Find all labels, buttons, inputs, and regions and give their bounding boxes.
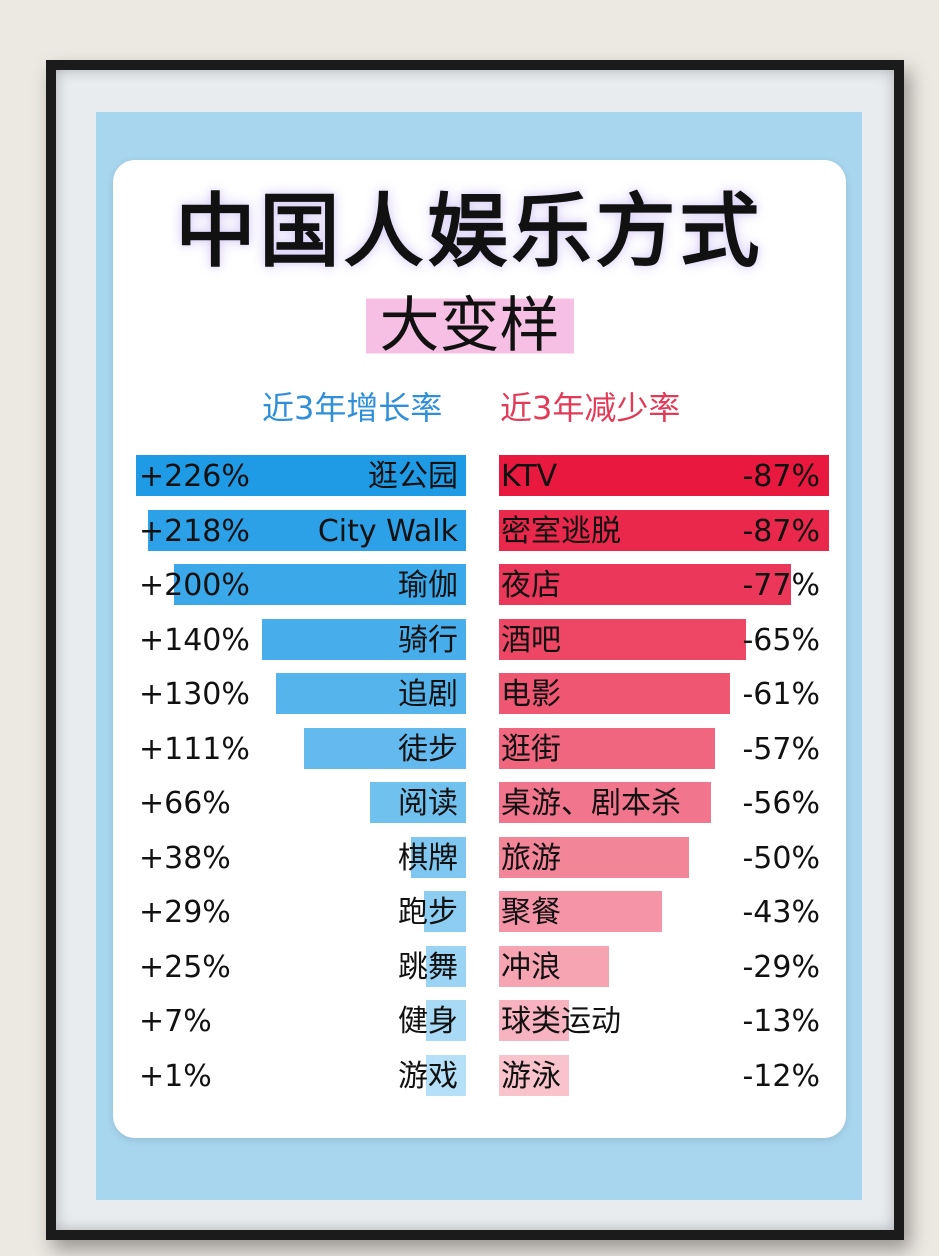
growth-label: 跳舞 — [398, 949, 458, 985]
growth-label: 追剧 — [398, 677, 458, 712]
growth-value: +226% — [139, 459, 250, 494]
growth-bar — [173, 564, 466, 605]
decline-label: 逛街 — [501, 731, 561, 767]
growth-label: 徒步 — [398, 731, 458, 767]
decline-label: 桌游、剧本杀 — [501, 786, 681, 821]
growth-label: 骑行 — [398, 622, 458, 658]
decline-bar — [499, 1054, 569, 1096]
decline-value: -77% — [742, 568, 820, 603]
decline-bar — [499, 891, 663, 932]
growth-bar — [303, 727, 466, 769]
growth-value: +38% — [139, 840, 231, 876]
decline-value: -65% — [742, 622, 820, 658]
decline-label: 旅游 — [501, 840, 561, 876]
growth-value: +1% — [139, 1058, 212, 1094]
growth-label: City Walk — [317, 513, 458, 549]
growth-bar — [276, 673, 466, 714]
growth-value: +7% — [139, 1004, 212, 1039]
decline-value: -87% — [742, 459, 820, 494]
decline-label: 夜店 — [501, 568, 561, 603]
decline-bar — [499, 945, 609, 987]
decline-bar — [499, 727, 716, 769]
decline-value: -43% — [742, 895, 820, 930]
growth-bar — [423, 891, 466, 932]
growth-label: 逛公园 — [368, 459, 458, 494]
decline-label: 球类运动 — [501, 1004, 621, 1039]
decline-value: -56% — [742, 786, 820, 821]
decline-label: 酒吧 — [501, 622, 561, 658]
decline-value: -12% — [742, 1058, 820, 1094]
decline-value: -61% — [742, 677, 820, 712]
decline-bar — [499, 782, 712, 823]
decline-header: 近3年减少率 — [500, 389, 681, 427]
poster-title: 中国人娱乐方式 — [175, 185, 764, 278]
decline-bar — [499, 509, 829, 551]
decline-bar — [499, 1000, 569, 1041]
growth-value: +25% — [139, 949, 231, 985]
decline-bar — [499, 564, 792, 605]
growth-label: 健身 — [398, 1004, 458, 1039]
growth-bar — [410, 836, 466, 878]
decline-bar — [499, 673, 731, 714]
decline-bar — [499, 455, 829, 496]
growth-value: +111% — [139, 731, 250, 767]
growth-label: 棋牌 — [398, 840, 458, 876]
growth-value: +66% — [139, 786, 231, 821]
growth-header: 近3年增长率 — [262, 389, 443, 427]
subtitle-wrap: 大变样 — [0, 290, 939, 362]
growth-value: +218% — [139, 513, 250, 549]
decline-label: 冲浪 — [501, 949, 561, 985]
decline-bar — [499, 836, 689, 878]
decline-value: -29% — [742, 949, 820, 985]
decline-label: 密室逃脱 — [501, 513, 621, 549]
growth-bar — [426, 1054, 466, 1096]
growth-bar — [261, 618, 466, 660]
growth-value: +130% — [139, 677, 250, 712]
growth-label: 阅读 — [398, 786, 458, 821]
decline-value: -50% — [742, 840, 820, 876]
growth-value: +140% — [139, 622, 250, 658]
growth-label: 跑步 — [398, 895, 458, 930]
decline-label: KTV — [501, 459, 558, 494]
decline-label: 聚餐 — [501, 895, 561, 930]
decline-label: 电影 — [501, 677, 561, 712]
growth-value: +29% — [139, 895, 231, 930]
decline-label: 游泳 — [501, 1058, 561, 1094]
growth-bar — [426, 945, 466, 987]
decline-value: -13% — [742, 1004, 820, 1039]
growth-bar — [369, 782, 466, 823]
poster-subtitle: 大变样 — [365, 290, 574, 362]
decline-value: -57% — [742, 731, 820, 767]
growth-label: 瑜伽 — [398, 568, 458, 603]
decline-value: -87% — [742, 513, 820, 549]
growth-bar — [136, 455, 466, 496]
growth-value: +200% — [139, 568, 250, 603]
growth-bar — [426, 1000, 466, 1041]
growth-label: 游戏 — [398, 1058, 458, 1094]
growth-bar — [147, 509, 466, 551]
decline-bar — [499, 618, 746, 660]
